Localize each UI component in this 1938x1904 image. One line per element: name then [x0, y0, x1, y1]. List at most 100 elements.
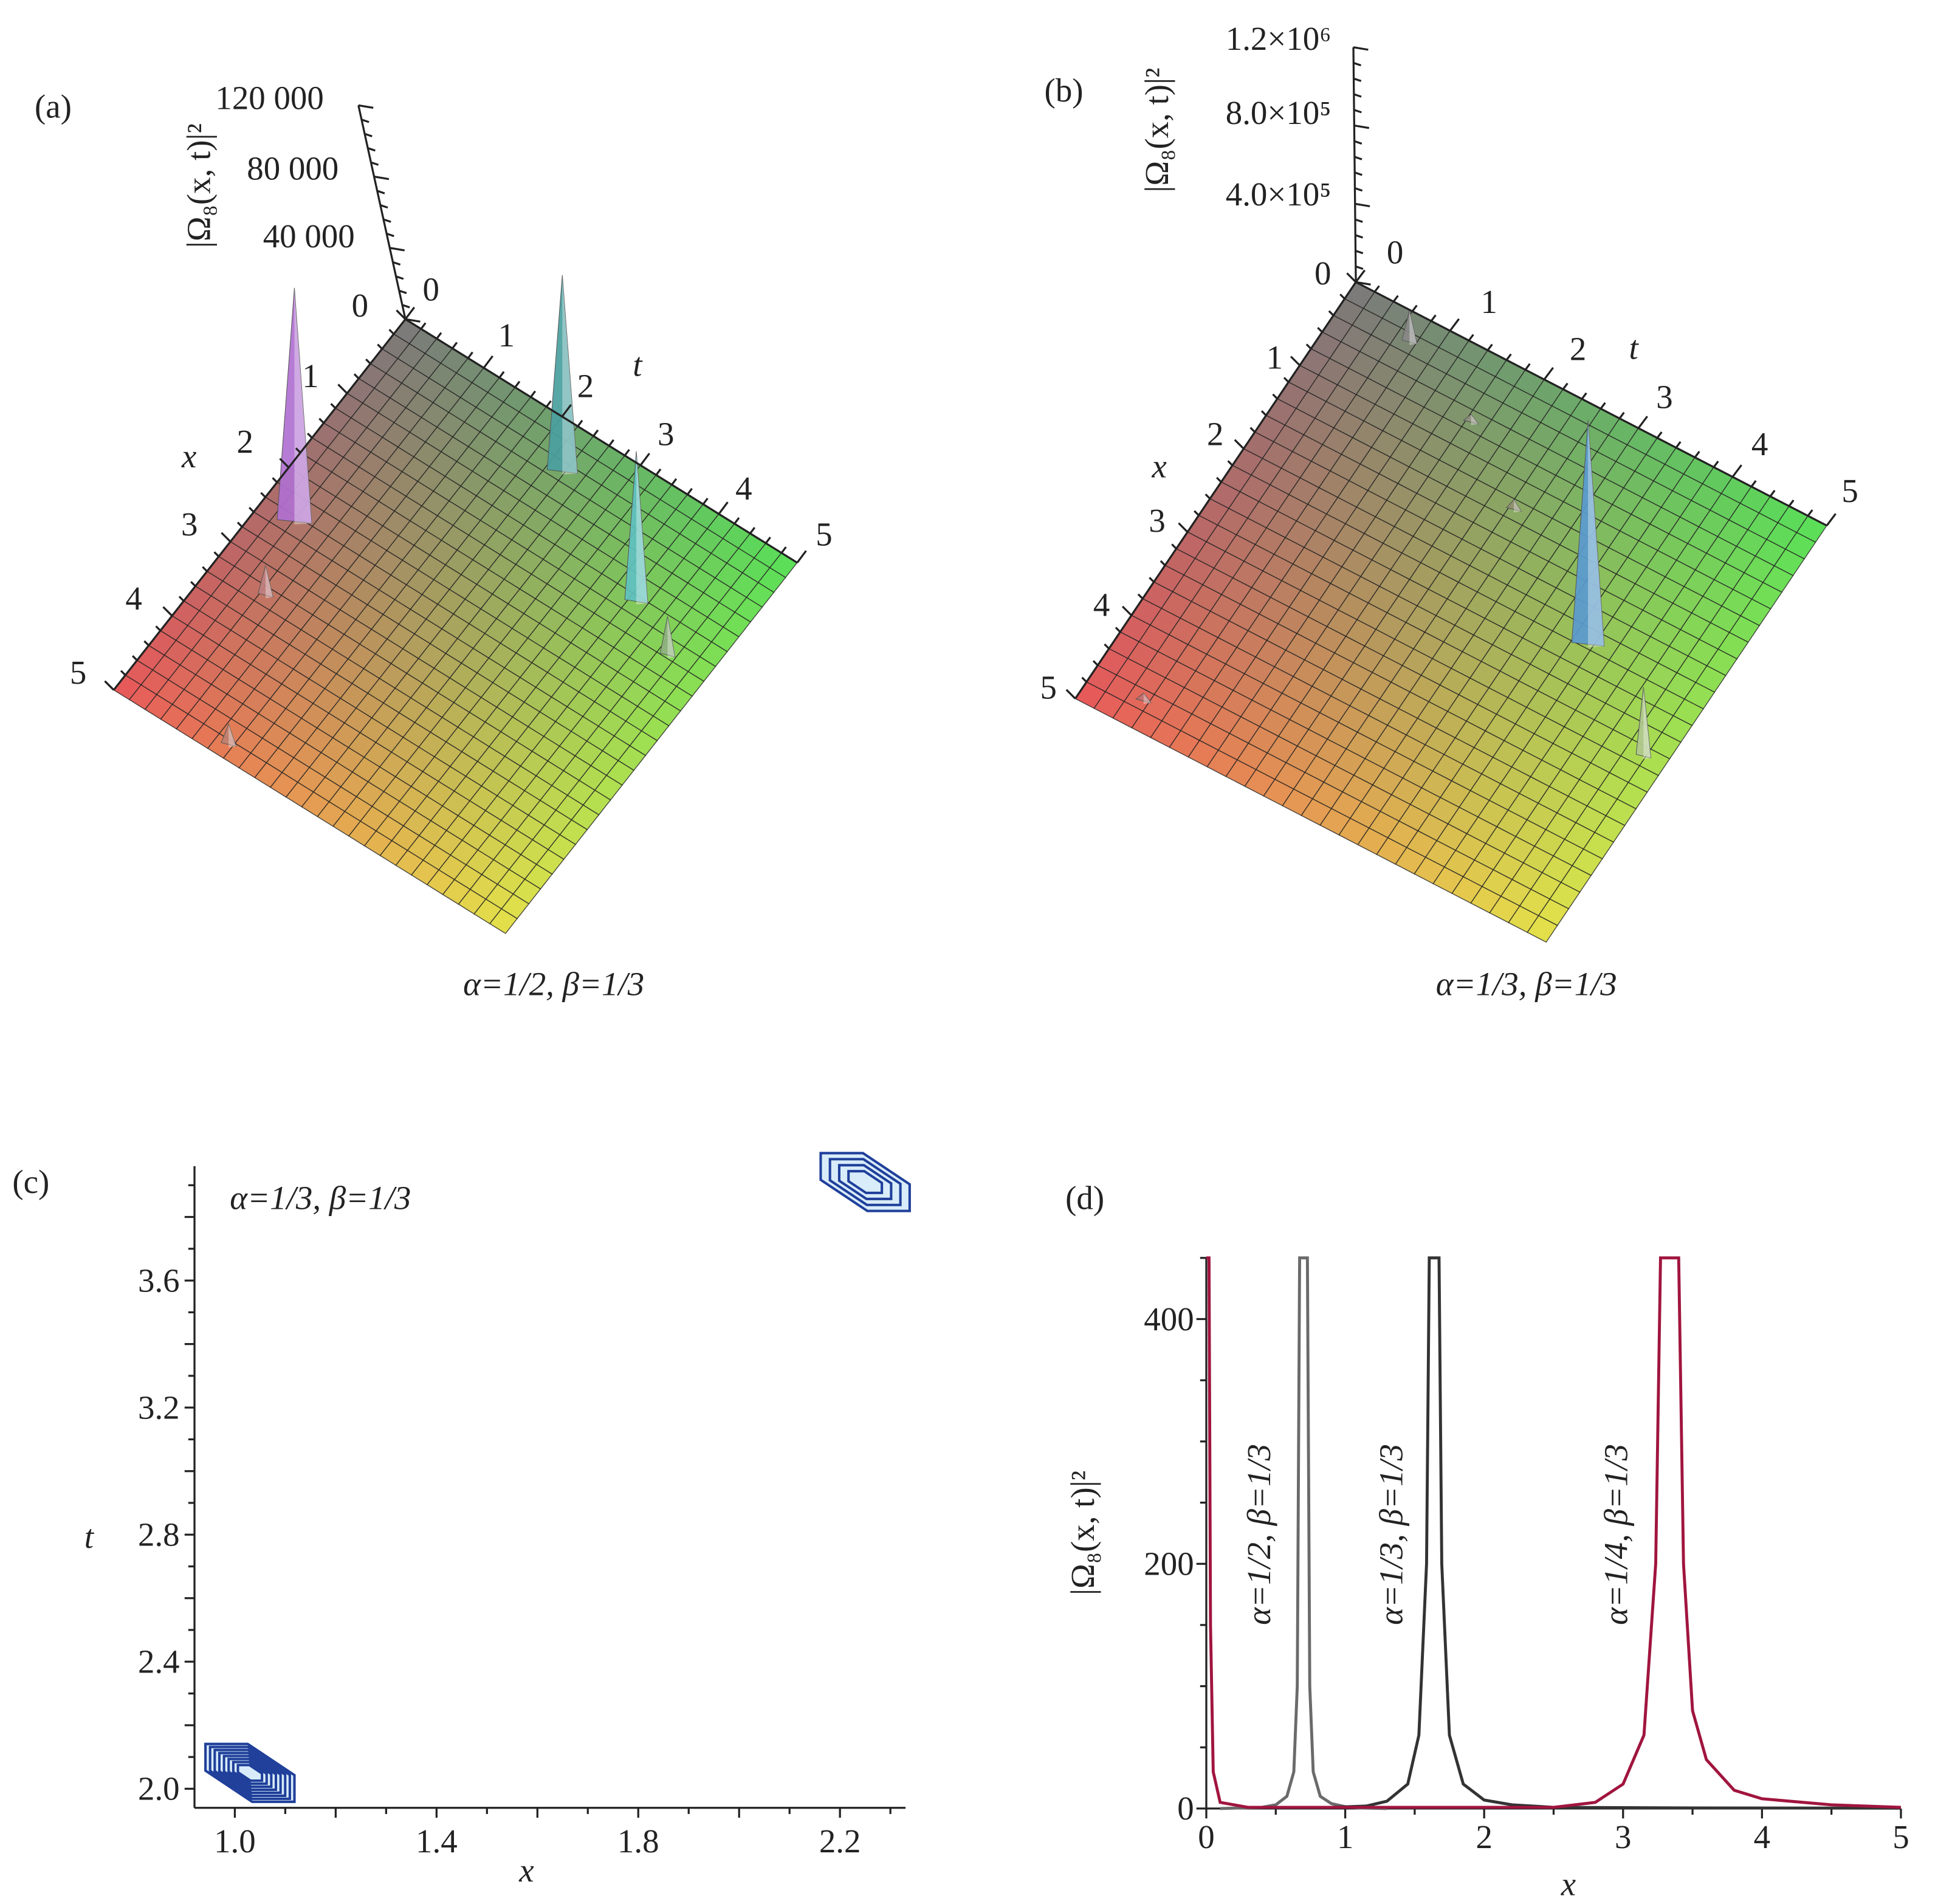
t-tick — [655, 468, 662, 476]
t-tick-label: 4 — [1751, 425, 1768, 462]
t-tick — [1468, 334, 1474, 342]
t-tick-label: 5 — [816, 515, 832, 552]
z-tick — [383, 218, 391, 223]
contour-line — [828, 1158, 902, 1206]
series-label: α=1/3, β=1/3 — [1372, 1444, 1409, 1625]
contour-line — [819, 1152, 911, 1212]
z-tick-label: 0 — [352, 287, 368, 324]
t-tick — [671, 478, 678, 486]
t-tick — [1581, 392, 1587, 400]
t-tick-label: 3 — [1656, 379, 1672, 416]
peak — [659, 616, 676, 658]
z-tick — [380, 204, 388, 209]
x-tick-label: 2 — [1207, 416, 1223, 453]
z-tick — [1353, 77, 1362, 82]
x-tick — [221, 532, 232, 543]
z-tick — [392, 261, 401, 266]
x-tick-label: 2 — [236, 423, 253, 460]
t-tick — [514, 380, 521, 388]
z-tick — [402, 304, 410, 309]
contour-line — [213, 1748, 287, 1797]
panel-d-xlabel: x — [1561, 1865, 1576, 1902]
x-tick-label: 3 — [181, 506, 198, 543]
t-tick — [686, 487, 693, 495]
t-axis-line — [405, 318, 798, 564]
panel-a-zlabel: |Ω₈(x, t)|² — [180, 123, 218, 248]
peak — [1463, 414, 1480, 425]
t-tick — [1373, 285, 1380, 293]
x-tick — [132, 655, 138, 661]
peak-highlight — [265, 565, 273, 599]
panel-a-surface — [113, 275, 798, 934]
z-tick — [367, 147, 376, 152]
panel-a-label: (a) — [35, 88, 72, 125]
t-tick — [1600, 402, 1606, 410]
t-tick — [530, 390, 537, 398]
t-tick — [624, 449, 630, 456]
t-tick — [1675, 441, 1682, 449]
x-tick — [1092, 660, 1099, 666]
peak — [221, 723, 237, 747]
x-tick — [155, 625, 162, 631]
x-tick — [396, 309, 407, 320]
z-tick — [1353, 109, 1362, 114]
t-tick — [1788, 500, 1795, 507]
z-tick-label: 120 000 — [215, 79, 323, 116]
t-tick — [1355, 269, 1366, 283]
panel-b-axes: 0 1 2 3 4 5 1 2 3 4 5 0 4.0×10⁵ 8.0×10⁵ 1.2×10⁶ — [1040, 20, 1858, 706]
peak-highlight — [1143, 693, 1151, 704]
t-tick — [420, 322, 427, 330]
z-tick — [1355, 234, 1363, 239]
t-tick — [483, 355, 493, 369]
z-tick-label: 40 000 — [263, 218, 355, 255]
peak — [1571, 420, 1605, 647]
t-tick — [436, 332, 442, 340]
z-tick — [1355, 250, 1364, 255]
y-tick-label: 400 — [1144, 1301, 1194, 1338]
t-tick-label: 3 — [658, 416, 674, 453]
x-tick — [213, 551, 220, 557]
peak — [1135, 692, 1152, 704]
t-tick-label: 2 — [577, 367, 594, 404]
z-axis-line — [357, 105, 407, 320]
x-tick — [1137, 593, 1144, 600]
contour-line — [232, 1761, 268, 1785]
t-tick — [498, 371, 505, 379]
z-axis-line — [1352, 47, 1357, 283]
t-tick — [1486, 343, 1493, 351]
surface-cell — [489, 908, 518, 934]
x-tick-label: 4 — [1754, 1818, 1770, 1855]
t-tick — [452, 342, 458, 349]
t-tick — [1411, 304, 1418, 312]
panel-b-caption: α=1/3, β=1/3 — [1436, 966, 1617, 1003]
x-tick — [1317, 326, 1323, 333]
panel-d-label: (d) — [1065, 1180, 1104, 1217]
x-tick — [1178, 522, 1189, 533]
z-tick — [1354, 140, 1362, 145]
z-tick-label: 1.2×10⁶ — [1226, 20, 1332, 57]
z-tick — [1354, 187, 1363, 192]
panel-a-tlabel: t — [633, 346, 643, 383]
x-tick-label: 4 — [125, 580, 142, 617]
x-tick-label: 1 — [1337, 1818, 1353, 1855]
x-tick-label: 1 — [1266, 339, 1283, 376]
t-tick — [796, 550, 807, 563]
y-tick-label: 200 — [1144, 1545, 1194, 1583]
peak-highlight — [636, 451, 648, 605]
z-tick — [370, 161, 379, 166]
x-tick — [1065, 689, 1076, 699]
x-tick — [1272, 393, 1278, 400]
x-tick — [1249, 427, 1256, 433]
y-tick-label: 2.4 — [138, 1643, 180, 1680]
x-tick — [318, 418, 325, 424]
x-tick — [377, 343, 383, 350]
x-tick-label: 1.8 — [617, 1823, 659, 1860]
peak — [1505, 499, 1522, 512]
z-tick — [1354, 171, 1362, 176]
x-tick-label: 4 — [1093, 586, 1110, 623]
panel-c-plot: 1.0 1.4 1.8 2.2 2.0 2.4 2.8 3.2 3.6 — [138, 1152, 911, 1860]
z-tick — [405, 318, 421, 323]
z-tick-label: 8.0×10⁵ — [1226, 94, 1332, 131]
peak-highlight — [1588, 420, 1604, 648]
peak-highlight — [1471, 414, 1479, 425]
